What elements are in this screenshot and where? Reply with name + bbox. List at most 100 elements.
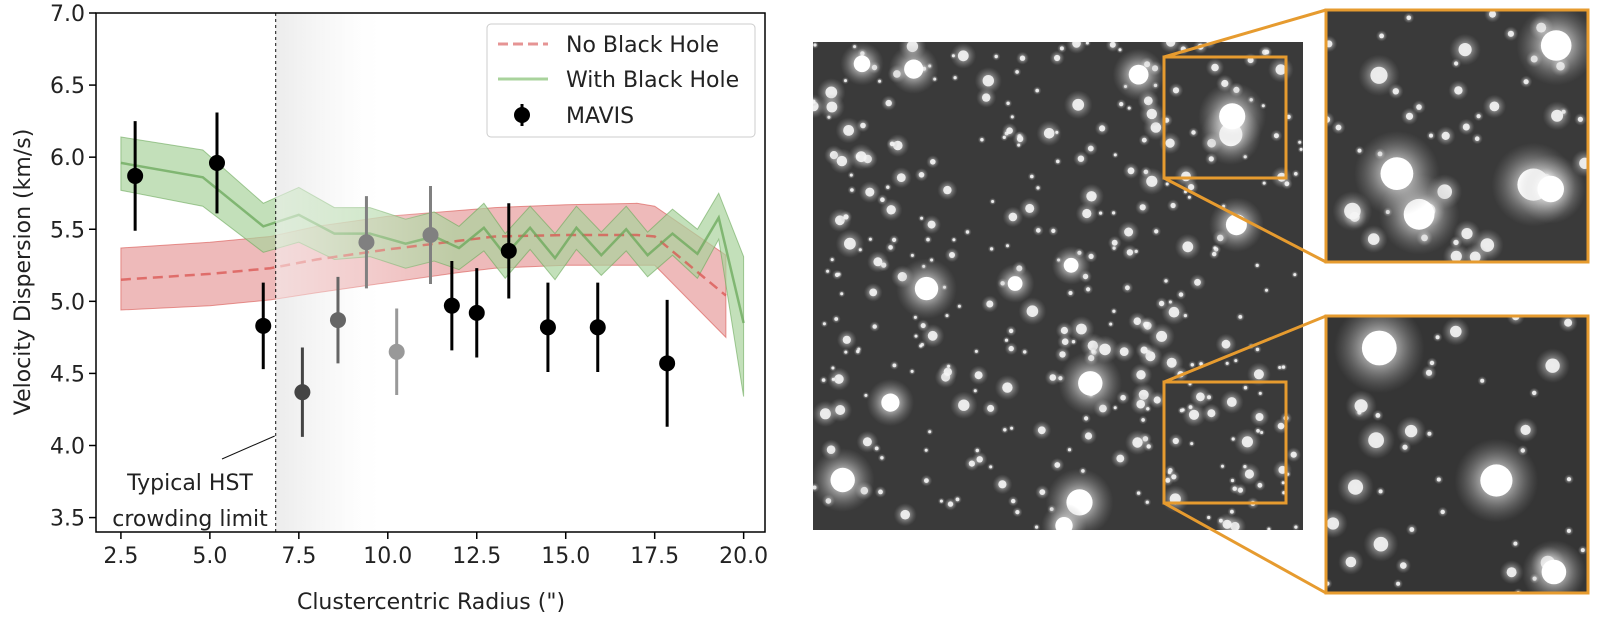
bright-star <box>881 393 900 412</box>
plot-frame <box>95 12 766 533</box>
star <box>1450 250 1462 262</box>
star <box>1118 48 1122 52</box>
star <box>826 269 830 273</box>
star <box>945 314 949 318</box>
star <box>1011 498 1016 504</box>
star <box>1084 416 1089 421</box>
star <box>1580 548 1585 553</box>
star <box>821 378 826 382</box>
star <box>1230 509 1234 514</box>
star <box>1566 477 1572 482</box>
mavis-point <box>539 319 556 336</box>
star <box>1072 98 1085 111</box>
star <box>1086 191 1097 202</box>
star <box>1532 390 1537 396</box>
star <box>1127 106 1131 110</box>
star <box>1086 287 1091 292</box>
star <box>1182 241 1194 253</box>
star <box>910 253 914 257</box>
y-axis-ticks: 3.5 4.0 4.5 5.0 5.5 6.0 6.5 7.0 <box>50 2 96 532</box>
star <box>1109 42 1116 48</box>
mavis-point <box>468 304 485 321</box>
bright-star <box>1007 276 1023 291</box>
legend: No Black Hole With Black Hole MAVIS <box>486 23 756 138</box>
star <box>1166 357 1177 368</box>
star <box>1119 347 1129 356</box>
inset-top-frame <box>1324 8 1590 264</box>
star <box>1278 465 1287 474</box>
annotation-leader <box>221 435 275 460</box>
star <box>1404 424 1418 438</box>
star <box>1207 409 1216 418</box>
star <box>949 252 955 258</box>
star <box>1054 54 1061 62</box>
star <box>943 367 952 376</box>
star <box>1059 351 1066 358</box>
star <box>1551 109 1564 122</box>
star <box>1010 426 1014 430</box>
star <box>1277 422 1285 430</box>
star <box>1170 202 1176 209</box>
star <box>885 99 892 107</box>
star <box>892 237 897 242</box>
x-axis-label: Clustercentric Radius (") <box>297 590 565 615</box>
x-tick-label: 15.0 <box>541 544 590 569</box>
star <box>819 408 831 420</box>
star <box>1212 251 1217 257</box>
star <box>1378 489 1383 494</box>
star <box>896 173 906 183</box>
star <box>1450 325 1462 338</box>
star <box>1132 437 1143 448</box>
star <box>1059 46 1064 51</box>
star <box>1489 101 1500 112</box>
star <box>1264 49 1270 55</box>
star <box>1396 581 1401 586</box>
star <box>947 501 954 507</box>
star <box>1454 86 1463 95</box>
bright-star <box>830 467 855 493</box>
star-halo <box>1326 111 1335 128</box>
star <box>1429 360 1435 366</box>
star <box>1076 323 1087 335</box>
star <box>1238 315 1243 319</box>
star <box>1026 305 1039 318</box>
star <box>1345 556 1357 568</box>
star <box>1002 382 1013 393</box>
star <box>1017 143 1021 147</box>
x-tick-label: 17.5 <box>630 544 679 569</box>
line-no-black-hole <box>120 233 727 297</box>
x-axis-ticks: 2.5 5.0 7.5 10.0 12.5 15.0 17.5 20.0 <box>103 532 768 569</box>
star <box>844 237 856 250</box>
star-halo <box>813 96 819 107</box>
bright-star <box>1063 257 1079 273</box>
star <box>1453 239 1459 246</box>
mavis-point <box>127 167 144 184</box>
star <box>1480 378 1485 383</box>
star <box>1181 408 1185 412</box>
bright-star <box>1219 103 1246 130</box>
inset-bottom-frame <box>1324 314 1590 595</box>
star <box>1004 338 1009 342</box>
star <box>1429 133 1433 138</box>
star <box>1025 203 1035 213</box>
star <box>1294 525 1298 529</box>
star <box>1112 309 1116 313</box>
star <box>1294 172 1298 176</box>
star <box>856 349 860 354</box>
y-axis-label: Velocity Dispersion (km/s) <box>11 129 36 416</box>
bright-star <box>1128 64 1149 85</box>
star <box>1036 228 1041 233</box>
bright-star <box>1380 157 1414 191</box>
star <box>924 478 929 483</box>
star <box>1164 279 1168 283</box>
star <box>1172 437 1179 445</box>
y-tick-label: 7.0 <box>50 2 85 27</box>
star <box>1030 174 1034 179</box>
star <box>927 220 936 229</box>
star <box>1520 424 1531 435</box>
legend-label-no-bh: No Black Hole <box>566 33 719 58</box>
x-tick-label: 10.0 <box>363 544 412 569</box>
bright-star <box>1540 30 1572 61</box>
star <box>1436 477 1441 482</box>
